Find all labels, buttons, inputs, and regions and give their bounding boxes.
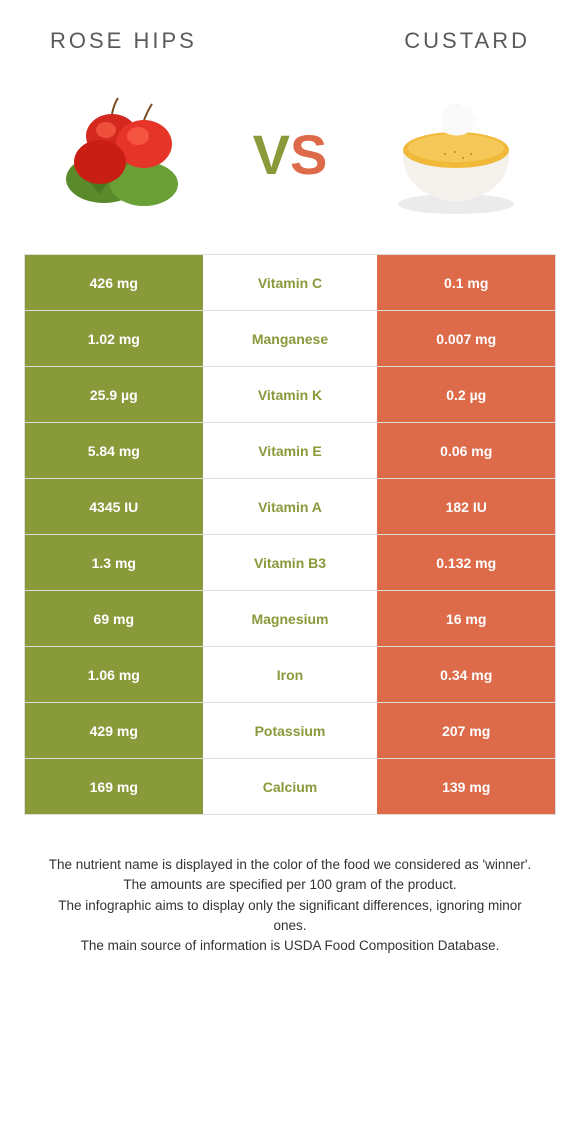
hero-row: VS: [20, 74, 560, 254]
left-value: 1.3 mg: [25, 535, 203, 590]
left-value: 5.84 mg: [25, 423, 203, 478]
header: Rose hips Custard: [20, 0, 560, 74]
right-food-title: Custard: [404, 28, 530, 54]
nutrient-label: Vitamin C: [203, 255, 378, 310]
footnote-line: The amounts are specified per 100 gram o…: [44, 875, 536, 895]
left-value: 429 mg: [25, 703, 203, 758]
right-value: 182 IU: [377, 479, 555, 534]
nutrient-label: Vitamin K: [203, 367, 378, 422]
nutrient-table: 426 mgVitamin C0.1 mg1.02 mgManganese0.0…: [24, 254, 556, 815]
right-value: 0.34 mg: [377, 647, 555, 702]
vs-v: V: [253, 123, 290, 186]
nutrient-label: Vitamin E: [203, 423, 378, 478]
vs-s: S: [290, 123, 327, 186]
nutrient-label: Vitamin A: [203, 479, 378, 534]
table-row: 5.84 mgVitamin E0.06 mg: [25, 423, 555, 479]
left-value: 25.9 µg: [25, 367, 203, 422]
nutrient-label: Potassium: [203, 703, 378, 758]
left-value: 69 mg: [25, 591, 203, 646]
right-value: 0.1 mg: [377, 255, 555, 310]
custard-image: [376, 84, 536, 224]
nutrient-label: Manganese: [203, 311, 378, 366]
nutrient-label: Magnesium: [203, 591, 378, 646]
left-food-title: Rose hips: [50, 28, 197, 54]
footnote-line: The nutrient name is displayed in the co…: [44, 855, 536, 875]
left-value: 1.06 mg: [25, 647, 203, 702]
vs-label: VS: [253, 122, 328, 187]
table-row: 429 mgPotassium207 mg: [25, 703, 555, 759]
rose-hips-image: [44, 84, 204, 224]
table-row: 1.06 mgIron0.34 mg: [25, 647, 555, 703]
left-value: 4345 IU: [25, 479, 203, 534]
left-value: 1.02 mg: [25, 311, 203, 366]
nutrient-label: Vitamin B3: [203, 535, 378, 590]
footnote-line: The infographic aims to display only the…: [44, 896, 536, 937]
table-row: 1.3 mgVitamin B30.132 mg: [25, 535, 555, 591]
table-row: 426 mgVitamin C0.1 mg: [25, 255, 555, 311]
footnotes: The nutrient name is displayed in the co…: [20, 815, 560, 956]
nutrient-label: Calcium: [203, 759, 378, 814]
right-value: 0.132 mg: [377, 535, 555, 590]
left-value: 426 mg: [25, 255, 203, 310]
table-row: 4345 IUVitamin A182 IU: [25, 479, 555, 535]
table-row: 69 mgMagnesium16 mg: [25, 591, 555, 647]
right-value: 0.2 µg: [377, 367, 555, 422]
table-row: 1.02 mgManganese0.007 mg: [25, 311, 555, 367]
right-value: 207 mg: [377, 703, 555, 758]
left-value: 169 mg: [25, 759, 203, 814]
right-value: 0.06 mg: [377, 423, 555, 478]
nutrient-label: Iron: [203, 647, 378, 702]
right-value: 0.007 mg: [377, 311, 555, 366]
table-row: 169 mgCalcium139 mg: [25, 759, 555, 815]
right-value: 139 mg: [377, 759, 555, 814]
footnote-line: The main source of information is USDA F…: [44, 936, 536, 956]
table-row: 25.9 µgVitamin K0.2 µg: [25, 367, 555, 423]
right-value: 16 mg: [377, 591, 555, 646]
